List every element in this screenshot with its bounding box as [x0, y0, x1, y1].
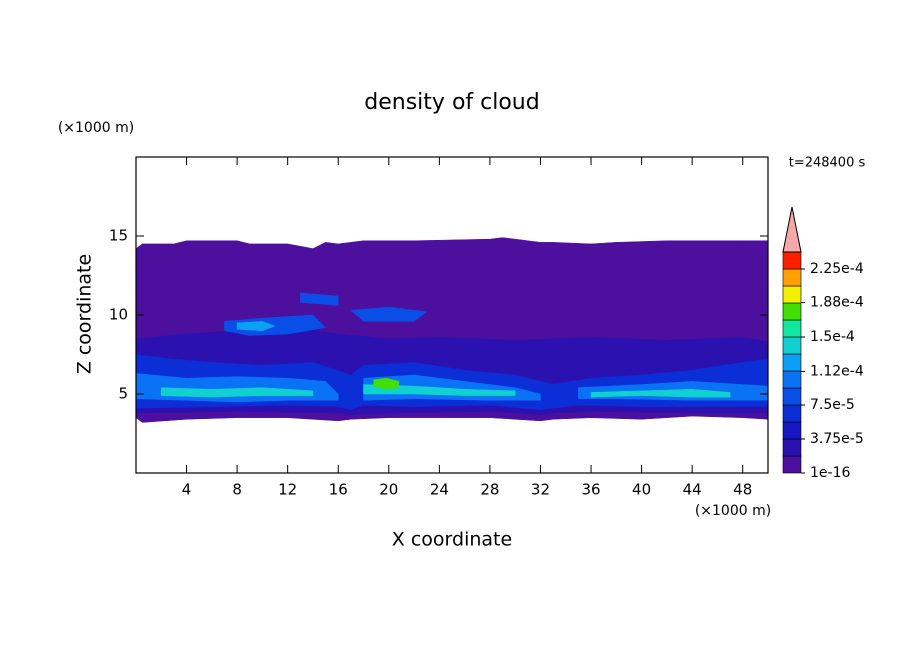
contour-region — [350, 306, 428, 322]
colorbar-band — [782, 336, 802, 355]
colorbar-band — [782, 319, 802, 338]
chart-title: density of cloud — [364, 90, 539, 115]
y-tick-label: 10 — [109, 306, 128, 324]
colorbar-band — [782, 302, 802, 321]
x-tick-label: 24 — [430, 481, 449, 499]
colorbar-band — [782, 421, 802, 440]
colorbar-tick-label: 3.75e-5 — [810, 431, 864, 447]
x-axis-label: X coordinate — [392, 529, 512, 551]
x-tick-label: 40 — [632, 481, 651, 499]
contour-region — [373, 377, 400, 390]
y-tick-label: 15 — [109, 227, 128, 245]
contour-region — [224, 314, 327, 336]
contour-region — [300, 292, 339, 306]
x-tick-label: 20 — [379, 481, 398, 499]
contour-region — [161, 387, 314, 398]
colorbar-band — [782, 251, 802, 270]
contour-region — [236, 321, 276, 332]
colorbar-band — [782, 438, 802, 457]
x-tick-label: 36 — [581, 481, 600, 499]
x-unit: (×1000 m) — [695, 503, 771, 519]
contour-region — [590, 389, 731, 398]
colorbar-tick-label: 1.88e-4 — [810, 295, 864, 311]
x-tick-label: 12 — [278, 481, 297, 499]
colorbar-band — [782, 285, 802, 304]
colorbar-tick-label: 1.5e-4 — [810, 329, 855, 345]
colorbar-band — [782, 370, 802, 389]
contour-field — [136, 237, 768, 423]
contour-region — [363, 384, 516, 396]
colorbar-band — [782, 404, 802, 423]
x-tick-label: 16 — [329, 481, 348, 499]
colorbar-extend — [782, 206, 802, 253]
x-tick-label: 32 — [531, 481, 550, 499]
colorbar-band — [782, 268, 802, 287]
colorbar-tick-label: 7.5e-5 — [810, 397, 855, 413]
colorbar-tick-label: 2.25e-4 — [810, 261, 864, 277]
y-unit: (×1000 m) — [58, 120, 134, 136]
colorbar-band — [782, 455, 802, 474]
y-tick-label: 5 — [118, 385, 128, 403]
colorbar-tick-label: 1e-16 — [810, 465, 850, 481]
time-label: t=248400 s — [789, 156, 866, 171]
x-tick-label: 4 — [182, 481, 192, 499]
y-axis-label: Z coordinate — [74, 254, 96, 374]
x-tick-label: 8 — [232, 481, 242, 499]
colorbar-tick-label: 1.12e-4 — [810, 363, 864, 379]
colorbar: 1e-16 3.75e-5 7.5e-5 1.12e-4 1.5e-4 1.88e-4 2.… — [782, 206, 864, 481]
colorbar-band — [782, 387, 802, 406]
x-tick-label: 48 — [733, 481, 752, 499]
x-tick-label: 44 — [683, 481, 702, 499]
colorbar-band — [782, 353, 802, 372]
x-tick-label: 28 — [480, 481, 499, 499]
